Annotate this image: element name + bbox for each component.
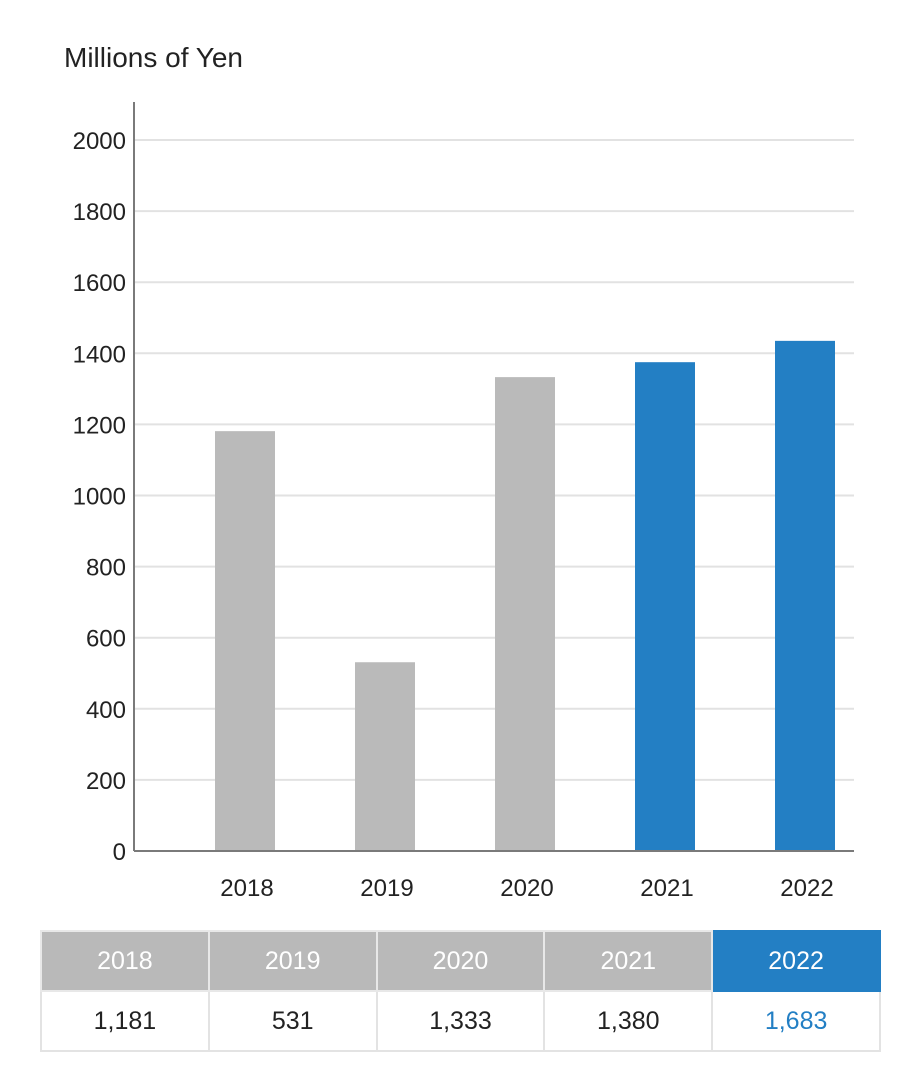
y-tick-label: 1600 bbox=[73, 270, 126, 297]
table-header-row: 2018 2019 2020 2021 2022 bbox=[40, 930, 881, 992]
table-header-cell-highlighted: 2022 bbox=[711, 930, 881, 992]
y-tick-label: 1800 bbox=[73, 199, 126, 226]
table-header-cell: 2018 bbox=[40, 930, 210, 992]
data-table: 2018 2019 2020 2021 2022 1,181 531 1,333… bbox=[40, 930, 881, 1052]
table-value-cell: 531 bbox=[207, 990, 378, 1052]
table-header-cell: 2019 bbox=[207, 930, 378, 992]
bar-2018 bbox=[215, 431, 275, 851]
y-tick-label: 600 bbox=[86, 626, 126, 653]
x-tick-label: 2020 bbox=[500, 875, 553, 902]
table-value-cell: 1,333 bbox=[375, 990, 546, 1052]
table-header-cell: 2021 bbox=[543, 930, 714, 992]
bar-2021 bbox=[635, 362, 695, 851]
bar-chart: 0 200 400 600 800 1000 1200 1400 1600 1800 2000 201… bbox=[73, 102, 854, 902]
table-header-cell: 2020 bbox=[375, 930, 546, 992]
table-value-row: 1,181 531 1,333 1,380 1,683 bbox=[40, 990, 881, 1052]
y-tick-label: 1400 bbox=[73, 341, 126, 368]
table-value-cell: 1,380 bbox=[543, 990, 714, 1052]
y-tick-label: 1000 bbox=[73, 484, 126, 511]
table-value-cell-highlighted: 1,683 bbox=[711, 990, 881, 1052]
y-tick-label: 400 bbox=[86, 697, 126, 724]
y-tick-label: 1200 bbox=[73, 412, 126, 439]
y-tick-label: 0 bbox=[113, 839, 126, 866]
x-tick-label: 2019 bbox=[360, 875, 413, 902]
x-tick-label: 2022 bbox=[780, 875, 833, 902]
y-tick-label: 800 bbox=[86, 555, 126, 582]
y-tick-label: 200 bbox=[86, 768, 126, 795]
x-tick-label: 2018 bbox=[220, 875, 273, 902]
bar-2019 bbox=[355, 662, 415, 851]
y-axis-unit-label: Millions of Yen bbox=[64, 42, 244, 73]
bar-2022 bbox=[775, 340, 835, 851]
table-value-cell: 1,181 bbox=[40, 990, 210, 1052]
bar-2020 bbox=[495, 377, 555, 851]
y-tick-label: 2000 bbox=[73, 128, 126, 155]
x-tick-label: 2021 bbox=[640, 875, 693, 902]
